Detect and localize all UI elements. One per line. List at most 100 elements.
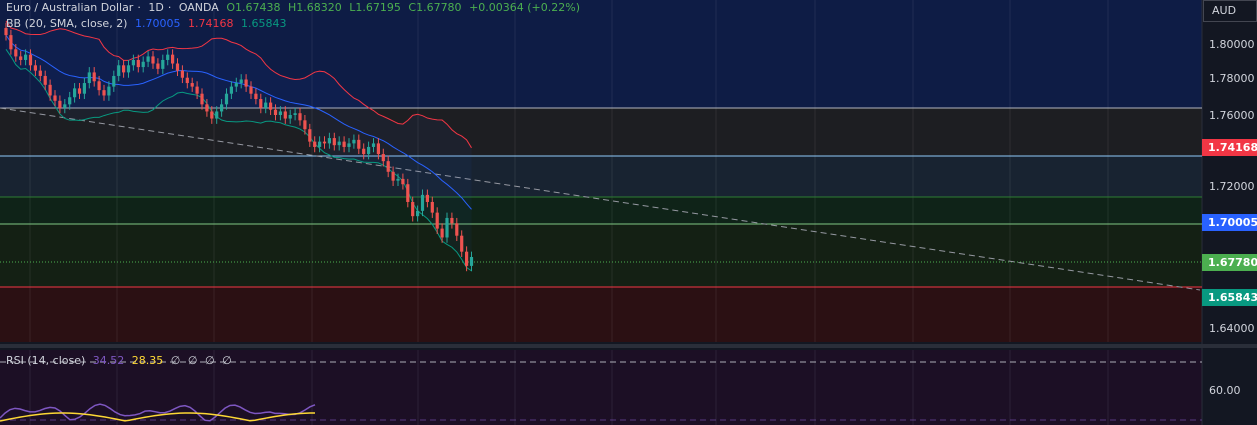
candle-body[interactable] — [381, 154, 385, 162]
candle-body[interactable] — [171, 54, 175, 64]
candle-body[interactable] — [68, 97, 72, 105]
candle-body[interactable] — [195, 86, 199, 94]
candle-body[interactable] — [337, 141, 341, 146]
candle-body[interactable] — [254, 93, 258, 100]
candle-body[interactable] — [406, 184, 410, 202]
candle-body[interactable] — [322, 141, 327, 144]
candle-body[interactable] — [220, 104, 224, 112]
candle-body[interactable] — [126, 65, 131, 73]
candle-body[interactable] — [293, 113, 297, 115]
candle-body[interactable] — [151, 56, 155, 64]
candle-body[interactable] — [264, 102, 268, 108]
candle-body[interactable] — [146, 56, 150, 62]
symbol-name[interactable]: Euro / Australian Dollar — [6, 1, 134, 14]
candle-body[interactable] — [58, 100, 62, 108]
candle-body[interactable] — [455, 223, 459, 236]
candle-body[interactable] — [386, 161, 390, 172]
candle-body[interactable] — [347, 143, 351, 147]
candle-body[interactable] — [117, 65, 121, 76]
currency-button[interactable]: AUD — [1203, 0, 1257, 22]
candle-body[interactable] — [283, 111, 287, 119]
candle-body[interactable] — [107, 86, 111, 96]
bollinger-upper-band[interactable] — [5, 20, 472, 149]
candle-body[interactable] — [357, 139, 361, 149]
candle-body[interactable] — [308, 129, 312, 142]
candle-body[interactable] — [425, 194, 429, 202]
candle-body[interactable] — [273, 109, 278, 115]
candle-body[interactable] — [469, 257, 474, 266]
candle-body[interactable] — [450, 217, 454, 224]
bb-label[interactable]: BB (20, SMA, close, 2) — [6, 17, 128, 30]
candle-body[interactable] — [342, 141, 346, 147]
candle-body[interactable] — [460, 235, 464, 252]
candle-body[interactable] — [180, 70, 184, 78]
candle-body[interactable] — [112, 75, 116, 87]
candle-body[interactable] — [97, 81, 101, 91]
candle-body[interactable] — [161, 59, 165, 69]
candle-body[interactable] — [215, 111, 219, 119]
candle-body[interactable] — [396, 178, 400, 181]
candle-body[interactable] — [278, 111, 282, 115]
candle-body[interactable] — [313, 141, 317, 147]
candle-body[interactable] — [175, 63, 180, 71]
candle-body[interactable] — [440, 228, 444, 238]
candlesticks[interactable] — [4, 22, 474, 272]
candle-body[interactable] — [141, 61, 145, 68]
rsi-ma-line[interactable] — [0, 412, 316, 422]
bb-legend[interactable]: BB (20, SMA, close, 2) 1.70005 1.74168 1… — [6, 17, 290, 30]
candle-body[interactable] — [391, 171, 395, 181]
candle-body[interactable] — [73, 88, 77, 98]
rsi-legend[interactable]: RSI (14, close) 34.52 28.35 ∅ ∅ ∅ ∅ — [6, 354, 236, 367]
candle-body[interactable] — [244, 79, 248, 87]
candle-body[interactable] — [327, 138, 331, 144]
candle-body[interactable] — [318, 141, 322, 147]
candle-body[interactable] — [362, 148, 366, 155]
candle-body[interactable] — [28, 54, 33, 66]
bollinger-basis-line[interactable] — [5, 34, 472, 210]
candle-body[interactable] — [87, 72, 91, 84]
candle-body[interactable] — [43, 75, 47, 85]
candle-body[interactable] — [332, 138, 336, 146]
candle-body[interactable] — [33, 65, 37, 71]
candle-body[interactable] — [234, 83, 238, 87]
candle-body[interactable] — [465, 251, 469, 266]
candle-body[interactable] — [9, 35, 13, 50]
candle-body[interactable] — [224, 93, 229, 105]
candle-body[interactable] — [259, 99, 263, 108]
candle-body[interactable] — [435, 212, 439, 229]
candle-body[interactable] — [229, 86, 233, 94]
candle-body[interactable] — [416, 210, 420, 217]
candle-body[interactable] — [430, 201, 434, 213]
candle-body[interactable] — [288, 115, 292, 119]
trendline[interactable] — [0, 107, 1201, 291]
interval-label[interactable]: 1D — [148, 1, 164, 14]
candle-body[interactable] — [82, 83, 86, 94]
candle-body[interactable] — [156, 63, 160, 69]
candle-body[interactable] — [92, 72, 96, 82]
candle-body[interactable] — [298, 113, 302, 121]
candle-body[interactable] — [445, 217, 449, 238]
candle-body[interactable] — [24, 54, 28, 60]
candle-body[interactable] — [371, 143, 376, 147]
candle-body[interactable] — [53, 95, 57, 101]
candle-body[interactable] — [367, 146, 371, 155]
candle-body[interactable] — [19, 56, 23, 60]
candle-body[interactable] — [166, 54, 170, 60]
candle-body[interactable] — [38, 70, 42, 76]
candle-body[interactable] — [14, 49, 18, 57]
candle-body[interactable] — [376, 143, 380, 155]
candle-body[interactable] — [4, 28, 8, 36]
candle-body[interactable] — [77, 88, 82, 94]
candle-body[interactable] — [136, 59, 140, 68]
candle-body[interactable] — [352, 139, 356, 144]
candle-body[interactable] — [205, 104, 209, 112]
candle-body[interactable] — [63, 104, 67, 108]
candle-body[interactable] — [102, 90, 106, 96]
candle-body[interactable] — [420, 194, 425, 211]
candle-body[interactable] — [185, 77, 189, 84]
symbol-legend[interactable]: Euro / Australian Dollar · 1D · OANDA O1.6… — [6, 1, 584, 14]
candle-body[interactable] — [210, 111, 214, 119]
candle-body[interactable] — [239, 79, 243, 84]
candle-body[interactable] — [401, 178, 405, 185]
